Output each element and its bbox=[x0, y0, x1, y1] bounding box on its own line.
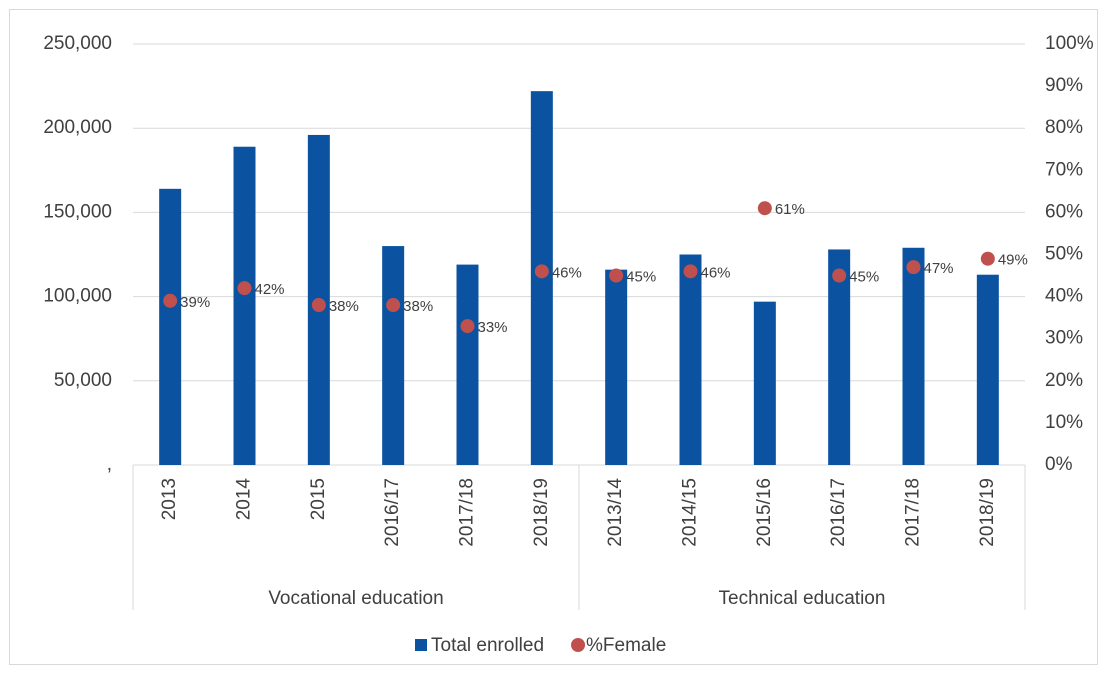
data-label: 39% bbox=[180, 294, 210, 311]
y2-tick-label: 60% bbox=[1045, 201, 1083, 222]
bar bbox=[902, 247, 925, 465]
y-tick-label: , bbox=[107, 454, 112, 475]
legend-swatch bbox=[571, 638, 586, 652]
point bbox=[980, 251, 995, 266]
x-tick-label: 2013 bbox=[159, 478, 180, 520]
y2-tick-label: 30% bbox=[1045, 328, 1083, 349]
bar bbox=[456, 264, 479, 465]
bar bbox=[976, 274, 999, 465]
point bbox=[237, 281, 252, 296]
data-label: 47% bbox=[924, 260, 954, 277]
point bbox=[832, 268, 847, 283]
data-label: 38% bbox=[329, 298, 359, 315]
legend-label: %Female bbox=[586, 635, 666, 656]
data-label: 45% bbox=[849, 269, 879, 286]
y2-tick-label: 40% bbox=[1045, 286, 1083, 307]
point bbox=[163, 293, 178, 308]
y-tick-label: 50,000 bbox=[54, 370, 112, 391]
bar bbox=[679, 254, 702, 465]
x-tick-label: 2013/14 bbox=[605, 478, 626, 547]
y2-tick-label: 90% bbox=[1045, 75, 1083, 96]
x-tick-label: 2015/16 bbox=[754, 478, 775, 547]
y-tick-label: 200,000 bbox=[43, 117, 112, 138]
point bbox=[757, 201, 772, 216]
y2-tick-label: 0% bbox=[1045, 454, 1073, 475]
point bbox=[386, 298, 401, 313]
legend-label: Total enrolled bbox=[431, 635, 544, 656]
x-tick-label: 2017/18 bbox=[457, 478, 478, 547]
chart-frame bbox=[9, 9, 1098, 665]
data-label: 49% bbox=[998, 252, 1028, 269]
bar bbox=[233, 146, 256, 465]
data-label: 61% bbox=[775, 201, 805, 218]
y2-tick-label: 100% bbox=[1045, 33, 1094, 54]
x-tick-label: 2016/17 bbox=[828, 478, 849, 547]
point bbox=[311, 298, 326, 313]
x-tick-label: 2018/19 bbox=[977, 478, 998, 547]
y2-tick-label: 10% bbox=[1045, 412, 1083, 433]
x-tick-label: 2014/15 bbox=[680, 478, 701, 547]
bar bbox=[605, 269, 628, 465]
bar bbox=[159, 188, 182, 465]
point bbox=[683, 264, 698, 279]
bar bbox=[828, 249, 851, 465]
data-label: 33% bbox=[478, 319, 508, 336]
y-tick-label: 100,000 bbox=[43, 286, 112, 307]
y2-tick-label: 80% bbox=[1045, 117, 1083, 138]
legend-swatch bbox=[415, 639, 427, 651]
point bbox=[460, 319, 475, 334]
y-tick-label: 250,000 bbox=[43, 33, 112, 54]
point bbox=[906, 260, 921, 275]
data-label: 42% bbox=[255, 281, 285, 298]
bar bbox=[753, 301, 776, 465]
y2-tick-label: 20% bbox=[1045, 370, 1083, 391]
group-label: Technical education bbox=[719, 588, 886, 609]
data-label: 46% bbox=[701, 264, 731, 281]
x-tick-label: 2015 bbox=[308, 478, 329, 520]
x-tick-label: 2018/19 bbox=[531, 478, 552, 547]
group-label: Vocational education bbox=[268, 588, 443, 609]
y2-tick-label: 70% bbox=[1045, 159, 1083, 180]
x-tick-label: 2016/17 bbox=[382, 478, 403, 547]
y-tick-label: 150,000 bbox=[43, 201, 112, 222]
x-tick-label: 2017/18 bbox=[903, 478, 924, 547]
y2-tick-label: 50% bbox=[1045, 244, 1083, 265]
data-label: 38% bbox=[403, 298, 433, 315]
data-label: 45% bbox=[626, 269, 656, 286]
data-label: 46% bbox=[552, 264, 582, 281]
point bbox=[534, 264, 549, 279]
bar bbox=[382, 246, 405, 465]
point bbox=[609, 268, 624, 283]
x-tick-label: 2014 bbox=[234, 478, 255, 521]
